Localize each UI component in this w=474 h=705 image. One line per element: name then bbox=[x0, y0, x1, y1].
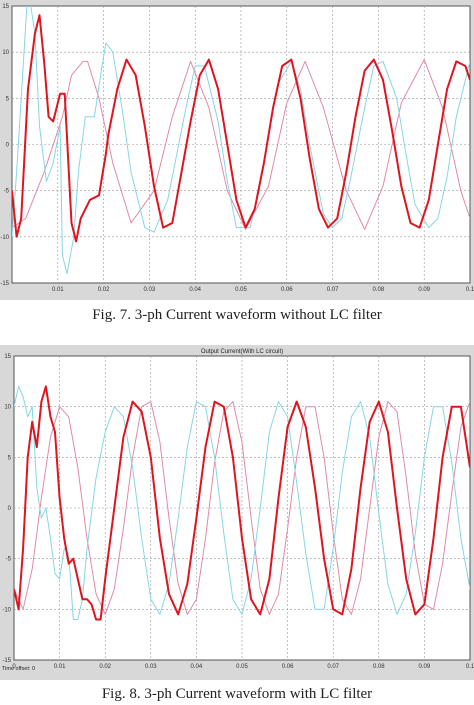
x-tick-label: 0.02 bbox=[98, 287, 110, 293]
series-line-2 bbox=[12, 59, 470, 230]
x-tick-label: 0.1 bbox=[466, 287, 474, 293]
x-tick-label: 0.08 bbox=[373, 664, 385, 670]
x-tick-label: 0.09 bbox=[418, 287, 430, 293]
x-tick-label: 0.06 bbox=[282, 664, 294, 670]
figure-7-panel: 15 10 5 0 -5 -10 -15 0.01 0.02 0.03 0.04 0.05 0.06 0.… bbox=[0, 0, 474, 300]
y-tick-label: -5 bbox=[6, 557, 12, 563]
y-tick-label: 15 bbox=[2, 4, 9, 10]
y-tick-label: -10 bbox=[0, 235, 9, 241]
series-line-3 bbox=[12, 6, 470, 275]
y-tick-label: 10 bbox=[4, 405, 11, 411]
x-tick-label: 0.04 bbox=[189, 287, 201, 293]
x-tick-label: 0.06 bbox=[281, 287, 293, 293]
y-tick-label: -5 bbox=[4, 189, 10, 195]
x-tick-label: 0.05 bbox=[236, 664, 248, 670]
figure-7-caption: Fig. 7. 3-ph Current waveform without LC… bbox=[92, 307, 382, 323]
x-tick-label: 0.02 bbox=[99, 664, 111, 670]
x-tick-label: 0.01 bbox=[52, 287, 64, 293]
x-tick-label: 0 bbox=[12, 664, 16, 670]
figure-8-panel: 15 10 5 0 -5 -10 -15 0 0.01 0.02 0.03 0.04 0.05 0.06 0… bbox=[0, 345, 474, 680]
y-tick-label: -15 bbox=[2, 658, 11, 664]
y-tick-label: -15 bbox=[0, 281, 9, 287]
x-tick-label: 0.04 bbox=[191, 664, 203, 670]
x-tick-label: 0.07 bbox=[327, 664, 339, 670]
x-tick-label: 0.1 bbox=[466, 664, 474, 670]
x-tick-label: 0.08 bbox=[373, 287, 385, 293]
y-tick-label: 0 bbox=[6, 143, 10, 149]
x-tick-label: 0.09 bbox=[419, 664, 431, 670]
y-tick-label: 15 bbox=[4, 354, 11, 360]
x-tick-label: 0.03 bbox=[145, 664, 157, 670]
series-line-3 bbox=[14, 385, 470, 620]
series-line-1 bbox=[12, 14, 470, 243]
x-tick-label: 0.01 bbox=[54, 664, 66, 670]
y-tick-label: 10 bbox=[2, 50, 9, 56]
y-tick-label: 5 bbox=[8, 455, 12, 461]
series-line-2 bbox=[14, 401, 470, 615]
y-tick-label: 0 bbox=[8, 506, 12, 512]
x-tick-label: 0.05 bbox=[235, 287, 247, 293]
figure-7-chart: 15 10 5 0 -5 -10 -15 0.01 0.02 0.03 0.04 0.05 0.06 0.… bbox=[0, 0, 474, 300]
chart-title: Output Current(With LC circuit) bbox=[201, 349, 283, 355]
y-tick-label: 5 bbox=[6, 96, 10, 102]
y-tick-label: -10 bbox=[2, 607, 11, 613]
x-tick-label: 0.03 bbox=[144, 287, 156, 293]
series-line-1 bbox=[14, 385, 470, 621]
x-tick-label: 0.07 bbox=[327, 287, 339, 293]
x-axis-label: Time offset: 0 bbox=[2, 666, 35, 672]
figure-8-caption: Fig. 8. 3-ph Current waveform with LC fi… bbox=[101, 686, 373, 702]
